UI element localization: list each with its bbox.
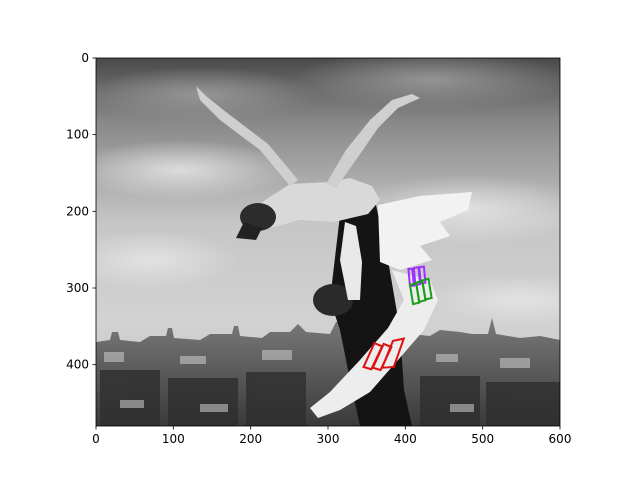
y-axis: 0 100 200 300 400 [66,51,96,372]
y-tick-label: 0 [81,51,89,65]
x-axis: 0 100 200 300 400 500 600 [92,426,571,446]
x-tick-label: 500 [471,432,494,446]
wing-left [340,222,362,300]
wing-right [378,192,472,270]
y-tick-label: 300 [66,281,89,295]
x-tick-label: 600 [549,432,572,446]
y-tick-label: 400 [66,358,89,372]
dancer-arm-right [326,94,420,188]
y-tick-label: 100 [66,128,89,142]
dancer-arm-left [196,86,298,186]
x-tick-label: 200 [239,432,262,446]
overlay-quad [407,267,415,287]
x-tick-label: 300 [317,432,340,446]
overlay-quad [380,337,406,369]
y-tick-label: 200 [66,204,89,218]
overlay-quad [418,265,427,285]
overlay-green-group [408,277,433,306]
overlay-quad [421,277,433,301]
overlay-red-group [362,337,406,372]
lifted-dancer [250,178,380,232]
x-tick-label: 0 [92,432,100,446]
photo-image [96,58,560,426]
x-tick-label: 400 [394,432,417,446]
x-tick-label: 100 [162,432,185,446]
overlay-layer [362,265,433,372]
overlay-purple-group [407,265,427,287]
